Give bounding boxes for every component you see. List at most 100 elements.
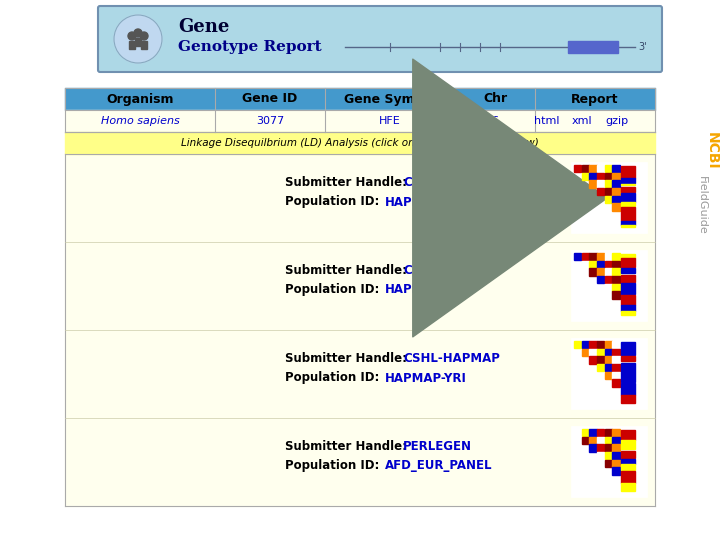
Bar [582,261,589,268]
Text: xml: xml [572,116,593,126]
Bar [597,268,604,276]
Circle shape [128,32,136,40]
Bar [621,464,635,470]
Bar [582,349,589,356]
Bar [572,163,647,233]
Text: HAPMAP-JPT: HAPMAP-JPT [385,284,468,296]
Circle shape [134,29,142,37]
Bar [612,452,620,460]
Bar [612,364,620,372]
Bar [605,452,612,460]
Bar [605,188,612,195]
Bar [612,284,620,291]
Text: 6: 6 [492,116,498,126]
Bar [605,349,612,356]
Bar [621,178,635,184]
Bar [574,429,581,436]
Bar [605,437,612,444]
Bar [590,268,597,276]
Bar [621,356,635,361]
Bar [590,173,597,180]
Text: HAPMAP-HCB: HAPMAP-HCB [385,195,474,208]
Bar [605,444,612,451]
Text: Genotype Report: Genotype Report [178,40,322,54]
Bar [612,180,620,188]
Bar [612,268,620,276]
Text: Gene: Gene [178,18,230,36]
Bar [590,349,597,356]
Bar [597,437,604,444]
Bar [612,379,620,387]
Bar [597,444,604,451]
Text: Population ID:: Population ID: [285,284,379,296]
Bar [572,339,647,409]
Bar [605,372,612,379]
Bar [612,276,620,284]
Text: PERLEGEN: PERLEGEN [403,440,472,453]
Circle shape [140,32,148,40]
Bar [605,276,612,284]
Bar [597,452,604,460]
Text: Organism: Organism [107,92,174,105]
Text: Report: Report [571,92,618,105]
Text: CSHL-HAPMAP: CSHL-HAPMAP [403,264,500,276]
Bar [574,253,581,260]
Bar [605,356,612,364]
Bar [621,268,635,273]
Bar [597,276,604,284]
Bar [605,253,612,260]
Bar [582,437,589,444]
Bar [597,364,604,372]
Bar [612,204,620,211]
Bar [590,180,597,188]
Bar [605,195,612,203]
Text: AFD_EUR_PANEL: AFD_EUR_PANEL [385,460,492,472]
Text: gzip: gzip [606,116,629,126]
Bar [605,261,612,268]
Text: Submitter Handle:: Submitter Handle: [285,176,407,188]
Bar [612,165,620,172]
Text: Population ID:: Population ID: [285,195,379,208]
Bar [597,188,604,195]
Bar [582,253,589,260]
Bar [612,444,620,451]
Bar [141,41,147,49]
Bar [590,261,597,268]
Bar [621,275,635,282]
Bar [621,395,635,403]
Bar [597,165,604,172]
Bar [597,261,604,268]
Bar [65,110,655,132]
Bar [590,356,597,364]
Bar [621,305,635,310]
Text: Population ID:: Population ID: [285,372,379,384]
Bar [621,295,635,305]
Bar [590,444,597,451]
Bar [621,254,635,258]
Bar [605,341,612,348]
Bar [621,184,635,185]
Bar [612,467,620,475]
Text: Submitter Handle:: Submitter Handle: [285,264,407,276]
Bar [621,471,635,483]
Bar [621,451,635,458]
Bar [582,165,589,172]
Bar [612,173,620,180]
Bar [582,173,589,180]
Bar [612,460,620,467]
Text: FieldGuide: FieldGuide [697,176,707,234]
Bar [574,341,581,348]
Bar [621,202,635,206]
Bar [612,437,620,444]
Text: 3': 3' [638,42,647,52]
Bar [572,427,647,497]
Bar [612,356,620,364]
Bar [612,253,620,260]
Bar [612,429,620,436]
Text: HAPMAP-YRI: HAPMAP-YRI [385,372,467,384]
Text: html: html [534,116,559,126]
Bar [605,429,612,436]
Bar [612,341,620,348]
Text: Gene ID: Gene ID [243,92,297,105]
FancyBboxPatch shape [98,6,662,72]
